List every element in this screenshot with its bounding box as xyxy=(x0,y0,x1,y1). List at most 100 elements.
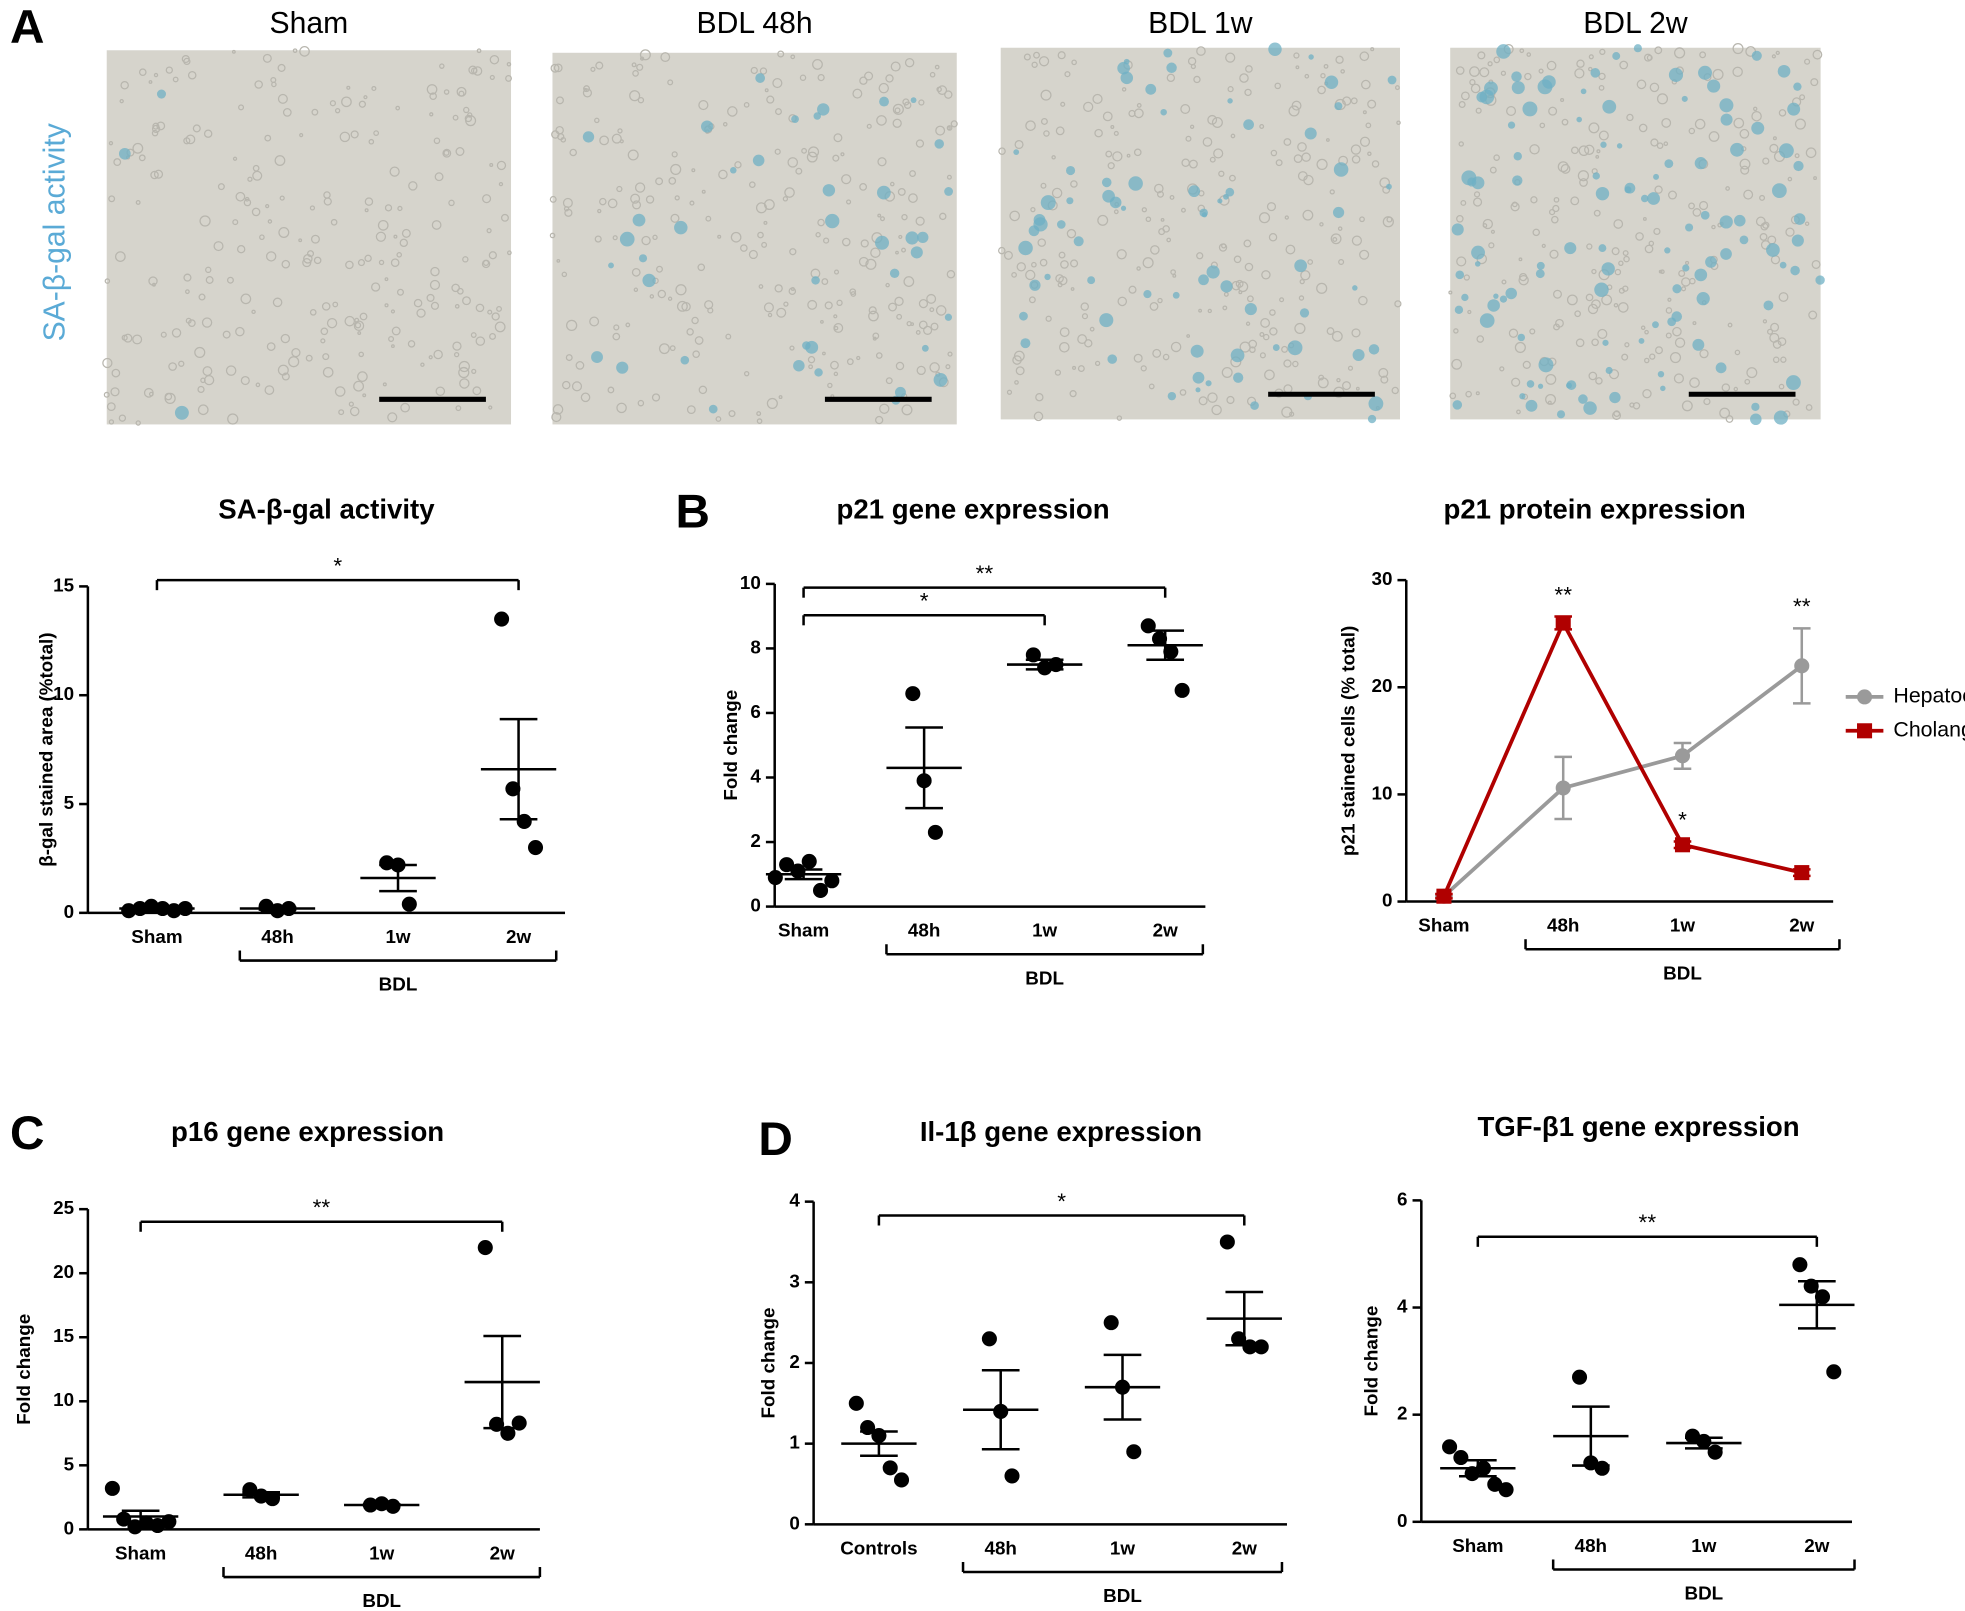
significance-label: * xyxy=(1057,1189,1066,1214)
texture xyxy=(299,133,304,138)
texture xyxy=(506,250,512,256)
texture xyxy=(481,259,491,269)
x-tick-label: 48h xyxy=(245,1542,277,1563)
texture xyxy=(1221,243,1227,249)
stain xyxy=(1479,313,1495,328)
texture xyxy=(348,401,354,407)
texture xyxy=(556,258,561,263)
texture xyxy=(852,88,863,99)
texture xyxy=(1653,227,1661,236)
texture xyxy=(1588,371,1598,381)
data-point xyxy=(1594,1460,1610,1476)
texture xyxy=(1660,269,1665,275)
group-label: BDL xyxy=(1684,1583,1723,1604)
texture xyxy=(454,303,460,309)
texture xyxy=(778,395,783,400)
texture xyxy=(878,82,890,94)
texture xyxy=(1326,327,1335,335)
texture xyxy=(551,412,562,423)
texture xyxy=(1689,277,1696,285)
texture xyxy=(1028,296,1036,304)
texture xyxy=(395,105,401,111)
texture xyxy=(774,284,783,293)
texture xyxy=(1598,84,1605,91)
texture xyxy=(1619,60,1629,70)
texture xyxy=(1560,98,1565,103)
texture xyxy=(339,131,351,143)
texture xyxy=(138,154,146,162)
texture xyxy=(594,235,602,243)
texture xyxy=(1239,73,1249,83)
texture xyxy=(571,381,583,392)
texture xyxy=(894,296,904,307)
stain xyxy=(921,344,929,352)
texture xyxy=(1229,174,1236,182)
texture xyxy=(1538,68,1544,74)
texture xyxy=(1081,313,1089,320)
y-tick-label: 5 xyxy=(64,1453,74,1474)
texture xyxy=(1708,131,1720,142)
texture xyxy=(160,331,167,338)
texture xyxy=(832,154,840,162)
texture xyxy=(462,256,469,263)
legend-label: Hepatocytes xyxy=(1893,684,1965,708)
texture xyxy=(859,182,868,191)
texture xyxy=(1025,269,1036,281)
data-point xyxy=(848,1395,864,1411)
stain xyxy=(1013,149,1020,156)
texture xyxy=(334,108,341,114)
texture xyxy=(597,208,602,214)
texture xyxy=(1635,232,1644,241)
texture xyxy=(205,276,214,284)
texture xyxy=(388,335,395,342)
group-label: BDL xyxy=(1663,962,1702,983)
texture xyxy=(631,62,637,68)
texture xyxy=(151,124,161,134)
data-point xyxy=(1572,1369,1588,1385)
marker xyxy=(1436,888,1452,904)
texture xyxy=(138,68,147,76)
data-point xyxy=(893,1472,910,1488)
texture xyxy=(1107,162,1115,170)
texture xyxy=(718,169,728,180)
data-point xyxy=(1442,1439,1458,1455)
stain xyxy=(1653,173,1660,180)
texture xyxy=(630,193,641,204)
texture xyxy=(950,120,958,128)
stain xyxy=(1190,344,1204,358)
texture xyxy=(135,420,141,426)
data-point xyxy=(1219,1234,1235,1250)
y-axis-label: Fold change xyxy=(720,690,741,801)
texture xyxy=(698,99,709,111)
stain xyxy=(874,235,890,250)
texture xyxy=(443,149,450,156)
texture xyxy=(1545,373,1557,385)
texture xyxy=(240,293,252,305)
texture xyxy=(185,317,192,324)
significance-label: * xyxy=(333,554,342,579)
texture xyxy=(1317,85,1326,95)
texture xyxy=(1476,335,1485,343)
stain xyxy=(1542,75,1556,89)
texture xyxy=(1577,170,1590,182)
stain xyxy=(1233,372,1244,383)
texture xyxy=(1689,377,1700,389)
texture xyxy=(153,72,159,78)
texture xyxy=(763,199,775,211)
texture xyxy=(767,312,773,318)
texture xyxy=(277,93,288,104)
texture xyxy=(808,364,814,370)
texture xyxy=(1598,130,1609,141)
stain xyxy=(1564,242,1577,255)
texture xyxy=(1245,321,1251,326)
texture xyxy=(820,320,824,324)
texture xyxy=(181,54,190,64)
stain xyxy=(1696,292,1710,306)
texture xyxy=(1244,88,1252,97)
texture xyxy=(1157,297,1163,304)
texture xyxy=(1248,339,1258,349)
y-axis-label: Fold change xyxy=(1360,1306,1381,1417)
texture xyxy=(476,48,482,54)
texture xyxy=(701,189,706,194)
texture xyxy=(205,266,212,274)
